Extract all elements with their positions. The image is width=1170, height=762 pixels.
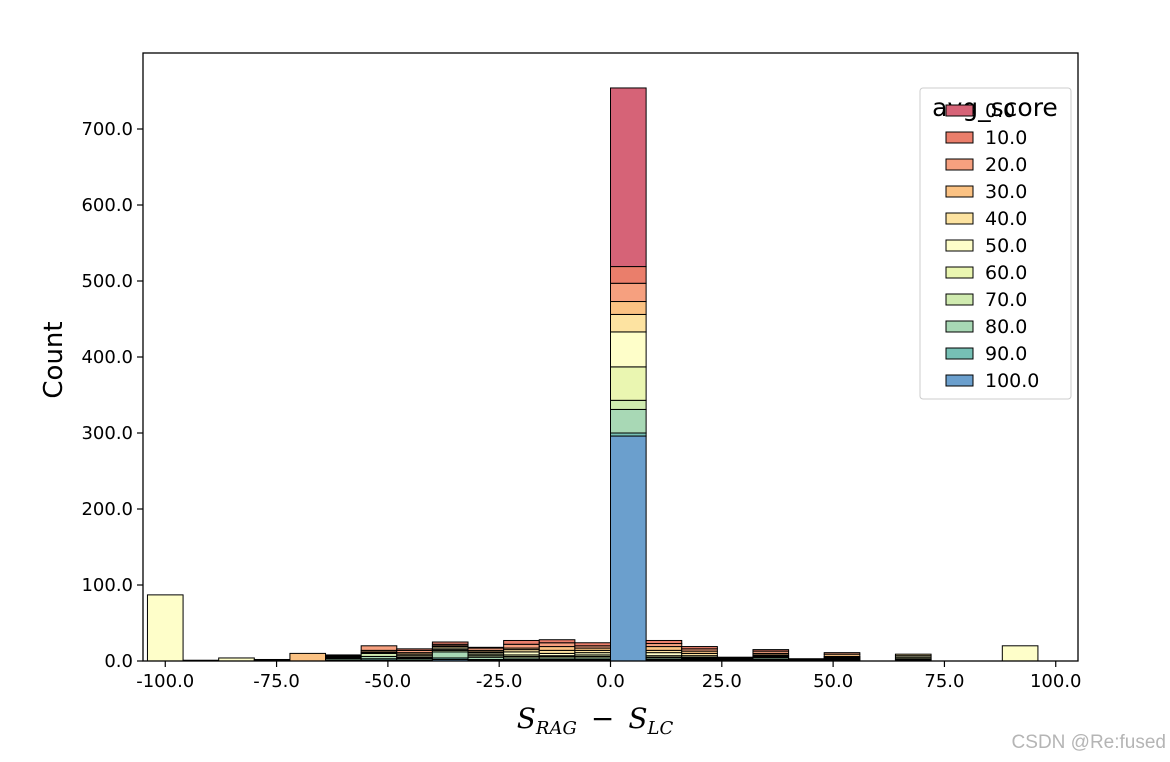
y-tick-label: 600.0	[81, 195, 133, 216]
bar-segment	[610, 435, 647, 662]
legend-label: 30.0	[985, 181, 1027, 203]
bar-segment	[823, 652, 861, 655]
bar-segment	[645, 639, 683, 645]
legend-label: 60.0	[985, 262, 1027, 284]
bar-segment	[645, 646, 683, 651]
legend-swatch	[945, 293, 974, 306]
y-tick-label: 100.0	[81, 575, 133, 596]
y-tick-label: 400.0	[81, 347, 133, 368]
legend-swatch	[945, 158, 974, 171]
legend-label: 20.0	[985, 154, 1027, 176]
legend-label: 40.0	[985, 208, 1027, 230]
y-tick-label: 0.0	[104, 651, 133, 672]
bar-segment	[538, 642, 576, 648]
legend-swatch	[945, 185, 974, 198]
y-tick-label: 200.0	[81, 499, 133, 520]
bar-segment	[1001, 645, 1039, 662]
bar-segment	[538, 639, 576, 644]
bar-segment	[360, 645, 398, 651]
bar-segment	[894, 653, 932, 657]
bar-segment	[431, 651, 469, 659]
watermark: CSDN @Re:fused	[1011, 732, 1166, 753]
x-tick-label: -25.0	[476, 671, 523, 692]
legend-swatch	[945, 374, 974, 387]
bar-segment	[538, 646, 576, 651]
bar-segment	[610, 366, 647, 401]
legend-swatch	[945, 212, 974, 225]
bar-segment	[752, 649, 790, 652]
bar-segment	[610, 266, 647, 284]
x-label-s2-sub: LC	[647, 718, 674, 739]
y-axis-label: Count	[39, 321, 69, 398]
x-tick-label: 50.0	[813, 671, 853, 692]
legend-items: 0.0 10.0 20.0 30.0 40.0 50.0 60.0 70.0 80.0 90.0 1…	[945, 100, 1039, 392]
bar-segment	[788, 658, 825, 660]
x-tick-label: -75.0	[253, 671, 300, 692]
y-tick-label: 500.0	[81, 271, 133, 292]
legend-label: 10.0	[985, 127, 1027, 149]
x-axis-label: SRAG − SLC	[517, 702, 674, 739]
legend-swatch	[945, 347, 974, 360]
x-label-s1-sub: RAG	[535, 718, 577, 739]
bar-segment	[716, 656, 754, 659]
x-label-minus: −	[591, 702, 614, 735]
bar-segment	[610, 87, 647, 268]
x-axis-ticks: -100.0 -75.0 -50.0 -25.0 0.0 25.0 50.0 75.0 100.…	[136, 661, 1082, 692]
bar-segment	[681, 646, 718, 650]
bar-segment	[610, 301, 647, 315]
legend-swatch	[945, 266, 974, 279]
x-tick-label: 0.0	[596, 671, 625, 692]
x-tick-label: -50.0	[365, 671, 412, 692]
bar-segment	[325, 654, 362, 657]
svg-text:SRAG−SLC: SRAG − SLC	[517, 702, 674, 739]
bar-segment	[610, 282, 647, 303]
legend-swatch	[945, 320, 974, 333]
bar-segment	[503, 639, 540, 645]
bars-layer	[146, 87, 1039, 662]
x-tick-label: 100.0	[1030, 671, 1082, 692]
legend-label: 80.0	[985, 316, 1027, 338]
bar-segment	[610, 399, 647, 410]
bar-segment	[610, 331, 647, 368]
y-axis-ticks: 0.0 100.0 200.0 300.0 400.0 500.0 600.0 700.0	[81, 119, 143, 672]
legend-label: 70.0	[985, 289, 1027, 311]
y-tick-label: 300.0	[81, 423, 133, 444]
legend-swatch	[945, 104, 974, 117]
x-tick-label: 75.0	[924, 671, 964, 692]
x-label-s2: S	[628, 702, 647, 735]
x-label-s1: S	[517, 702, 536, 735]
bar-segment	[396, 648, 433, 651]
bar-segment	[289, 652, 327, 662]
legend: avg_score 0.010.020.030.040.050.060.070.…	[919, 87, 1072, 400]
x-tick-label: -100.0	[136, 671, 194, 692]
x-tick-label: 25.0	[702, 671, 742, 692]
bar-segment	[467, 646, 505, 649]
bar-segment	[253, 658, 291, 661]
bar-segment	[146, 594, 184, 662]
bar-segment	[503, 643, 540, 649]
bar-segment	[574, 642, 612, 647]
legend-swatch	[945, 239, 974, 252]
legend-label: 50.0	[985, 235, 1027, 257]
bar-segment	[431, 641, 469, 645]
y-tick-label: 700.0	[81, 119, 133, 140]
bar-segment	[610, 408, 647, 434]
legend-label: 100.0	[985, 370, 1039, 392]
legend-label: 0.0	[985, 100, 1015, 122]
legend-swatch	[945, 131, 974, 144]
bar-segment	[610, 313, 647, 333]
legend-label: 90.0	[985, 343, 1027, 365]
